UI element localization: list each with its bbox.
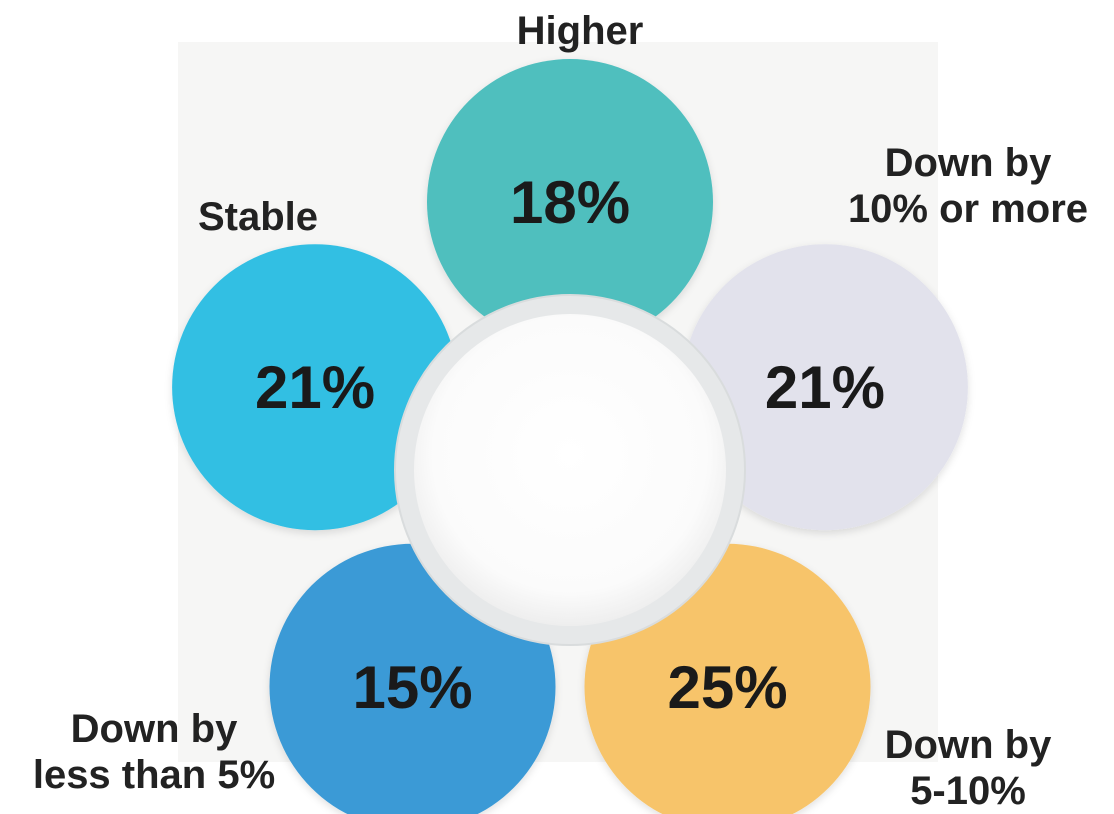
category-label-down-less-than-5: Down by less than 5% xyxy=(32,707,276,797)
value-label-down-less-than-5: 15% xyxy=(352,654,472,721)
value-label-higher: 18% xyxy=(510,169,630,236)
center-disc xyxy=(414,314,726,626)
petal-stable xyxy=(172,244,459,531)
petal-higher xyxy=(427,59,713,345)
category-label-down-10-or-more: Down by 10% or more xyxy=(847,141,1089,231)
petal-group xyxy=(172,59,968,814)
petal-down-10-or-more xyxy=(681,244,968,531)
category-label-stable: Stable xyxy=(197,195,319,239)
value-label-stable: 21% xyxy=(255,354,375,421)
value-labels: 18% 21% 25% 15% 21% xyxy=(255,169,885,721)
center-group xyxy=(394,294,746,646)
category-label-down-5-10: Down by 5-10% xyxy=(884,723,1052,813)
category-label-higher: Higher xyxy=(516,9,644,53)
value-label-down-10-or-more: 21% xyxy=(765,354,885,421)
value-label-down-5-10: 25% xyxy=(667,654,787,721)
